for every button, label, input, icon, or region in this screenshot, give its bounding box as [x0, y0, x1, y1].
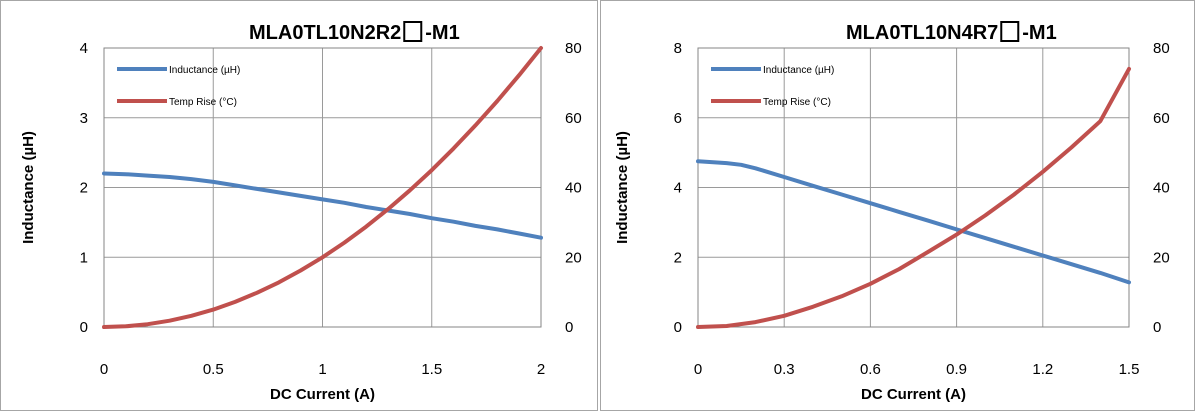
title-suffix: -M1: [425, 22, 459, 44]
series-line-temp-rise: [102, 46, 543, 329]
x-tick-label: 0.3: [774, 361, 795, 378]
y-tick-label: 0: [674, 319, 682, 336]
y-tick-label: 0: [80, 319, 88, 336]
legend-label: Temp Rise (°C): [763, 97, 831, 108]
title-placeholder-box: [403, 21, 423, 42]
chart-right: MLA0TL10N4R7 -M10 0.3 0.6 0.9 1.2 1.5024680204…: [614, 21, 1170, 403]
x-tick-label: 2: [537, 361, 545, 378]
x-tick-label: 0.5: [203, 361, 224, 378]
series-line-temp-rise: [696, 66, 1131, 329]
x-tick-label: 1.5: [1119, 361, 1140, 378]
x-tick-label: 1: [318, 361, 326, 378]
x-tick-label: 1.2: [1032, 361, 1053, 378]
x-tick-label: 0.9: [946, 361, 967, 378]
y-tick-label: 4: [80, 40, 88, 57]
chart-panel-left: MLA0TL10N2R2 -M1 0 0.5 1 1.5 2 0 1 2 3 4 0 20 40 60 80 DC…: [0, 0, 598, 411]
chart-title: MLA0TL10N4R7: [846, 22, 998, 44]
y-tick-label: 8: [674, 40, 682, 57]
chart-title: MLA0TL10N2R2: [249, 22, 401, 44]
y2-tick-label: 0: [1153, 319, 1161, 336]
chart-left: MLA0TL10N2R2 -M10 0.5 1 1.5 201234020406080DC…: [20, 21, 582, 403]
y2-tick-label: 20: [565, 249, 582, 266]
y-axis-label: Inductance (µH): [20, 131, 37, 244]
y2-tick-label: 60: [565, 110, 582, 127]
y2-tick-label: 40: [565, 180, 582, 197]
y2-tick-label: 40: [1153, 180, 1170, 197]
y-tick-label: 6: [674, 110, 682, 127]
y-tick-label: 4: [674, 180, 682, 197]
plot-area: [697, 47, 1130, 328]
title-prefix: MLA0TL10N2R2: [249, 22, 401, 44]
y2-tick-label: 20: [1153, 249, 1170, 266]
title-suffix: -M1: [1022, 22, 1056, 44]
y-tick-label: 2: [80, 180, 88, 197]
y-tick-label: 1: [80, 249, 88, 266]
x-tick-label: 0: [100, 361, 108, 378]
chart-panel-right: MLA0TL10N4R7 -M1 0 0.3 0.6 0.9 1.2 1.5 0 2 4 6 8 0 20 4…: [600, 0, 1195, 411]
y-axis-label: Inductance (µH): [614, 131, 631, 244]
series-line-inductance: [102, 171, 543, 240]
y2-tick-label: 80: [565, 40, 582, 57]
legend-label: Inductance (µH): [169, 65, 240, 76]
plot-area: [103, 47, 542, 328]
series-line-inductance: [696, 159, 1131, 285]
y-tick-label: 3: [80, 110, 88, 127]
x-tick-label: 0.6: [860, 361, 881, 378]
title-placeholder-box: [1000, 21, 1020, 42]
x-tick-label: 1.5: [421, 361, 442, 378]
y2-tick-label: 60: [1153, 110, 1170, 127]
y-tick-label: 2: [674, 249, 682, 266]
legend-label: Temp Rise (°C): [169, 97, 237, 108]
x-axis-label: DC Current (A): [861, 386, 966, 403]
legend-label: Inductance (µH): [763, 65, 834, 76]
y2-tick-label: 80: [1153, 40, 1170, 57]
x-tick-label: 0: [694, 361, 702, 378]
y2-tick-label: 0: [565, 319, 573, 336]
x-axis-label: DC Current (A): [270, 386, 375, 403]
title-prefix: MLA0TL10N4R7: [846, 22, 998, 44]
